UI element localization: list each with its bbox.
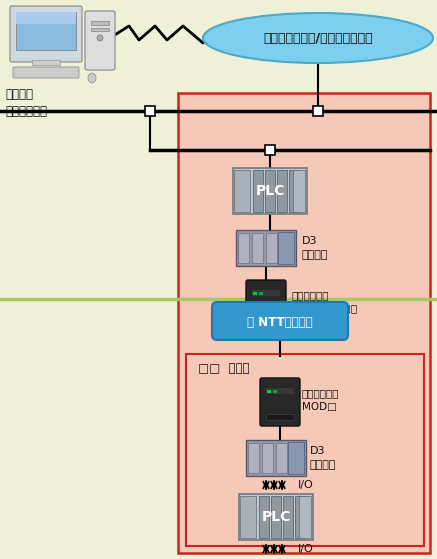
Ellipse shape	[88, 73, 96, 83]
Text: インターネット/イントラネット: インターネット/イントラネット	[263, 32, 373, 45]
Bar	[240, 496, 256, 538]
Text: リモート
クライアント: リモート クライアント	[5, 88, 47, 118]
Bar	[248, 443, 259, 473]
Bar	[295, 496, 305, 538]
Text: I/O: I/O	[298, 480, 314, 490]
Bar	[178, 93, 430, 553]
Bar	[252, 233, 263, 263]
Bar	[238, 233, 249, 263]
Bar	[259, 292, 263, 295]
Text: 外付けモデム
（形式：MOD□）: 外付けモデム （形式：MOD□）	[292, 290, 358, 314]
Bar	[278, 232, 294, 264]
FancyBboxPatch shape	[13, 67, 79, 78]
Bar	[236, 230, 296, 266]
Bar	[234, 170, 250, 212]
Bar	[239, 494, 313, 540]
FancyBboxPatch shape	[85, 11, 115, 70]
Text: 外付けモデム
MOD□: 外付けモデム MOD□	[302, 389, 340, 411]
Bar	[252, 290, 280, 296]
Text: □□  配水池: □□ 配水池	[198, 362, 250, 375]
Bar	[253, 292, 257, 295]
Bar	[259, 496, 269, 538]
Text: D3
シリーズ: D3 シリーズ	[302, 236, 329, 259]
FancyBboxPatch shape	[10, 6, 82, 62]
Text: PLC: PLC	[255, 184, 284, 198]
Text: I/O: I/O	[298, 544, 314, 554]
Bar	[145, 106, 155, 116]
Bar	[288, 442, 304, 474]
Text: PLC: PLC	[261, 510, 291, 524]
Bar	[252, 316, 280, 322]
FancyBboxPatch shape	[260, 378, 300, 426]
Bar	[289, 170, 299, 212]
Bar	[283, 496, 293, 538]
Bar	[265, 170, 275, 212]
Bar	[271, 496, 281, 538]
Bar	[266, 388, 294, 394]
Ellipse shape	[203, 13, 433, 63]
Bar	[16, 12, 76, 50]
Bar	[267, 390, 271, 393]
Ellipse shape	[97, 35, 103, 41]
Bar	[276, 443, 287, 473]
FancyBboxPatch shape	[246, 280, 286, 328]
Bar	[253, 170, 263, 212]
Bar	[246, 440, 306, 476]
Bar	[265, 145, 275, 155]
Text: ⓘ NTT専用回線: ⓘ NTT専用回線	[247, 315, 313, 329]
Bar	[32, 60, 60, 65]
Bar	[91, 28, 109, 31]
Bar	[262, 443, 273, 473]
Bar	[293, 170, 305, 212]
Bar	[266, 414, 294, 420]
Text: D3
シリーズ: D3 シリーズ	[310, 447, 336, 470]
Bar	[266, 233, 277, 263]
Bar	[91, 21, 109, 25]
Bar	[280, 233, 291, 263]
Bar	[299, 496, 311, 538]
Bar	[273, 390, 277, 393]
Bar	[313, 106, 323, 116]
FancyBboxPatch shape	[212, 302, 348, 340]
Bar	[186, 354, 424, 546]
Bar	[277, 170, 287, 212]
Bar	[16, 12, 76, 24]
Bar	[290, 443, 301, 473]
Bar	[233, 168, 307, 214]
